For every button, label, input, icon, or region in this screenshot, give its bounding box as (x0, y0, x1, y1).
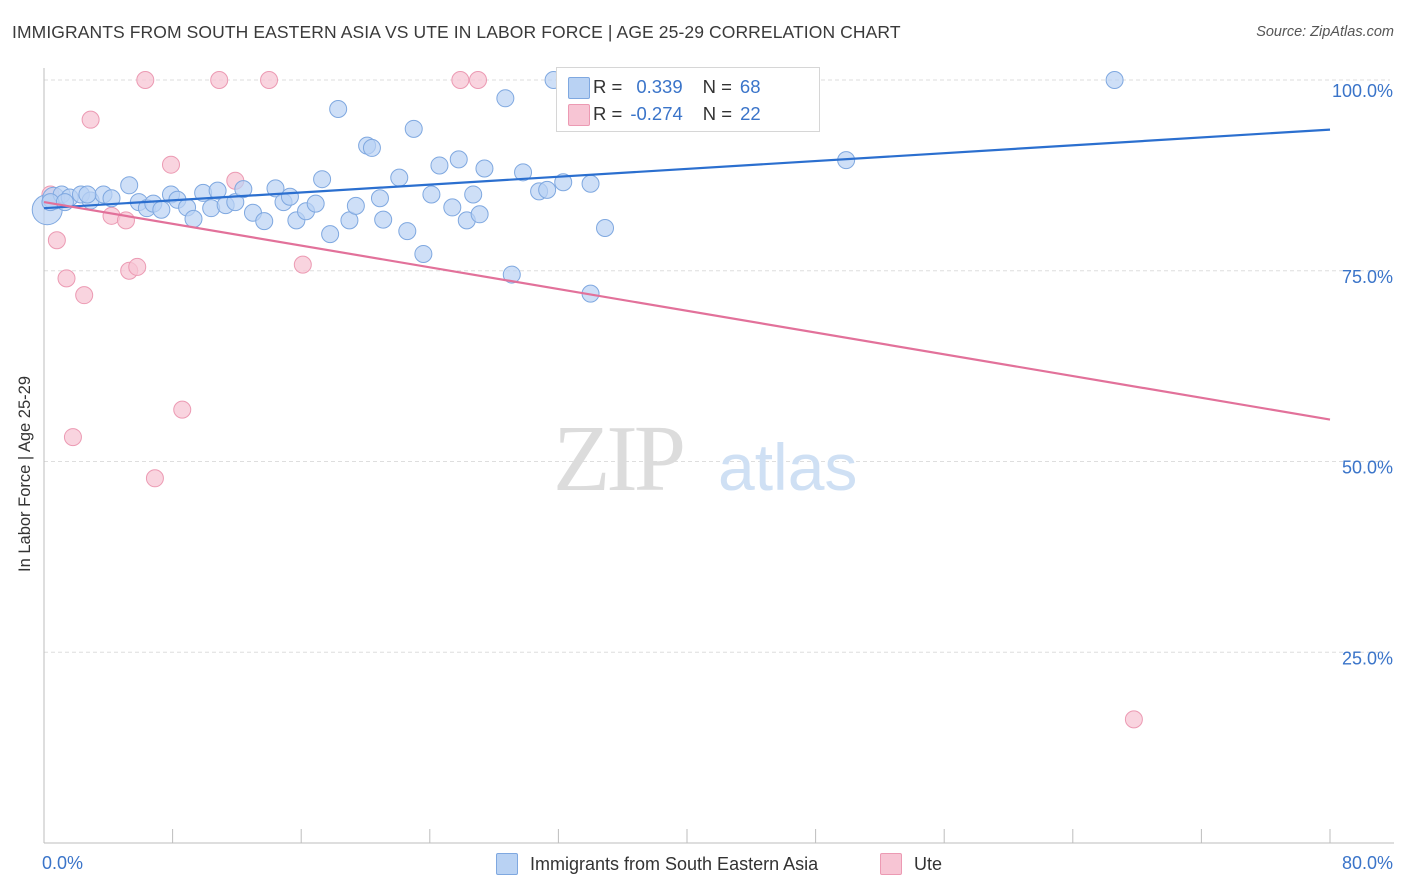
ute-point (75, 286, 94, 305)
sea-point (398, 222, 417, 241)
sea-point (422, 185, 441, 204)
ute-point (293, 255, 312, 274)
sea-point (370, 189, 389, 208)
sea-point (404, 119, 423, 138)
y-tick-label: 25.0% (1342, 648, 1393, 668)
r-label: R = (593, 76, 623, 97)
n-value: 22 (740, 103, 761, 124)
sea-point (554, 173, 573, 192)
ute-point (260, 71, 279, 89)
y-tick-label: 75.0% (1342, 267, 1393, 287)
r-label: R = (593, 103, 623, 124)
ute-point (145, 469, 164, 488)
sea-point (470, 205, 489, 224)
sea-point (538, 180, 557, 199)
ute-trend-line (43, 200, 1331, 421)
y-tick-label: 50.0% (1342, 458, 1393, 478)
x-tick-label-max: 80.0% (1342, 853, 1393, 873)
chart-title: IMMIGRANTS FROM SOUTH EASTERN ASIA VS UT… (12, 22, 901, 42)
sea-point (390, 168, 409, 187)
stats-row-ute: R = -0.274 N = 22 (568, 102, 761, 126)
sea-point (102, 189, 121, 208)
r-value: 0.339 (636, 76, 683, 97)
y-axis-title: In Labor Force | Age 25-29 (16, 376, 34, 572)
r-value: -0.274 (630, 103, 683, 124)
sea-point (321, 225, 340, 244)
trend-lines (43, 128, 1331, 421)
sea-point (502, 265, 521, 284)
watermark-zip: ZIP (553, 407, 683, 511)
sea-point (255, 212, 274, 231)
sea-point (329, 99, 348, 118)
n-label: N = (702, 76, 732, 97)
sea-point (234, 180, 253, 199)
sea-point (208, 181, 227, 200)
n-value: 68 (739, 76, 761, 97)
sea-point (152, 200, 171, 219)
ute-point (1124, 710, 1143, 729)
sea-point (374, 210, 393, 229)
sea-point (1105, 71, 1124, 89)
watermark-atlas: atlas (718, 430, 857, 504)
sea-point (184, 209, 203, 228)
sea-point (280, 187, 299, 206)
ute-point (63, 428, 82, 447)
sea-point (596, 219, 615, 238)
ute-point (136, 71, 155, 89)
sea-point (120, 176, 139, 195)
ute-point (128, 257, 147, 276)
ute-point (210, 71, 229, 89)
sea-point (266, 179, 285, 198)
watermark: ZIP atlas (553, 407, 857, 511)
ute-point (451, 71, 470, 89)
stats-legend: R = 0.339 N = 68 R = -0.274 N = 22 (556, 67, 820, 132)
sea-point (306, 194, 325, 213)
ute-point (173, 400, 192, 419)
sea-point (449, 150, 468, 169)
ute-legend-label: Ute (914, 853, 943, 874)
sea-swatch (568, 77, 590, 99)
sea-point (430, 156, 449, 175)
sea-point (414, 244, 433, 263)
sea-legend-swatch (496, 853, 518, 875)
y-tick-label: 100.0% (1332, 81, 1393, 101)
legend-item-ute[interactable]: Ute (880, 852, 942, 876)
ute-point (57, 269, 76, 288)
y-tick-labels: 25.0% 50.0% 75.0% 100.0% (1332, 81, 1393, 668)
ute-point (469, 71, 488, 89)
x-tick-labels: 0.0% 80.0% (42, 853, 1393, 873)
sea-point (514, 163, 533, 182)
ute-legend-swatch (880, 853, 902, 875)
sea-point (346, 196, 365, 215)
ute-point (47, 231, 66, 250)
stats-row-sea: R = 0.339 N = 68 (568, 75, 761, 99)
ute-swatch (568, 104, 590, 126)
sea-trend-line (43, 128, 1331, 210)
ute-point (161, 155, 180, 174)
sea-point (443, 198, 462, 217)
legend-item-sea[interactable]: Immigrants from South Eastern Asia (496, 852, 818, 876)
sea-point (78, 185, 97, 204)
n-label: N = (702, 103, 733, 124)
sea-point (475, 159, 494, 178)
series-ute-points (41, 71, 1143, 729)
gridlines (44, 79, 1390, 653)
sea-point (464, 185, 483, 204)
sea-legend-label: Immigrants from South Eastern Asia (530, 853, 819, 874)
sea-point (313, 170, 332, 189)
sea-point (581, 174, 600, 193)
ute-point (81, 110, 100, 129)
x-tick-label-min: 0.0% (42, 853, 83, 873)
source-label: Source: ZipAtlas.com (1256, 24, 1394, 40)
sea-point (362, 138, 381, 157)
sea-point (496, 89, 515, 108)
